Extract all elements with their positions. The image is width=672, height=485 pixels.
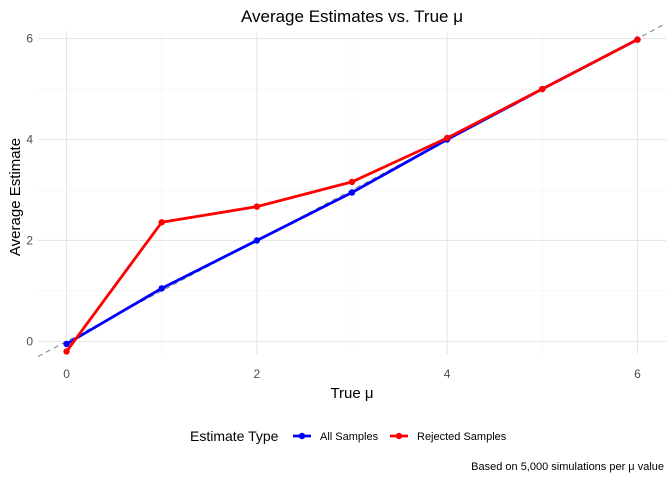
data-point: [158, 285, 165, 292]
y-axis-ticks: 0 2 4 6: [26, 32, 33, 349]
x-tick-label: 4: [444, 367, 451, 381]
data-point: [634, 36, 641, 43]
data-point: [348, 178, 356, 186]
legend-key-point: [298, 432, 306, 440]
gridlines: [38, 31, 666, 354]
legend: Estimate Type All Samples Rejected Sample…: [190, 428, 507, 444]
data-point: [443, 134, 451, 142]
x-tick-label: 6: [634, 367, 641, 381]
data-point: [63, 348, 70, 355]
y-tick-label: 0: [26, 334, 33, 348]
data-point: [158, 219, 165, 226]
data-point: [253, 237, 261, 244]
data-point: [63, 340, 70, 348]
y-tick-label: 4: [26, 133, 33, 147]
legend-title: Estimate Type: [190, 428, 279, 444]
legend-item: Rejected Samples: [390, 431, 507, 443]
legend-label: Rejected Samples: [417, 431, 507, 443]
data-point: [348, 189, 356, 196]
x-axis-label: True μ: [330, 385, 373, 402]
legend-item: All Samples: [293, 431, 379, 443]
legend-label: All Samples: [320, 431, 379, 443]
x-axis-ticks: 0 2 4 6: [63, 367, 641, 381]
chart-title: Average Estimates vs. True μ: [241, 7, 463, 26]
y-tick-label: 2: [26, 233, 33, 247]
x-tick-label: 0: [63, 367, 70, 381]
legend-key-point: [395, 432, 403, 440]
caption: Based on 5,000 simulations per μ value: [471, 461, 664, 473]
data-point: [253, 203, 261, 210]
series-group: [63, 36, 641, 355]
y-axis-label: Average Estimate: [7, 138, 24, 256]
data-point: [539, 85, 546, 93]
x-tick-label: 2: [254, 367, 261, 381]
series-1: [63, 36, 641, 355]
y-tick-label: 6: [26, 32, 33, 46]
